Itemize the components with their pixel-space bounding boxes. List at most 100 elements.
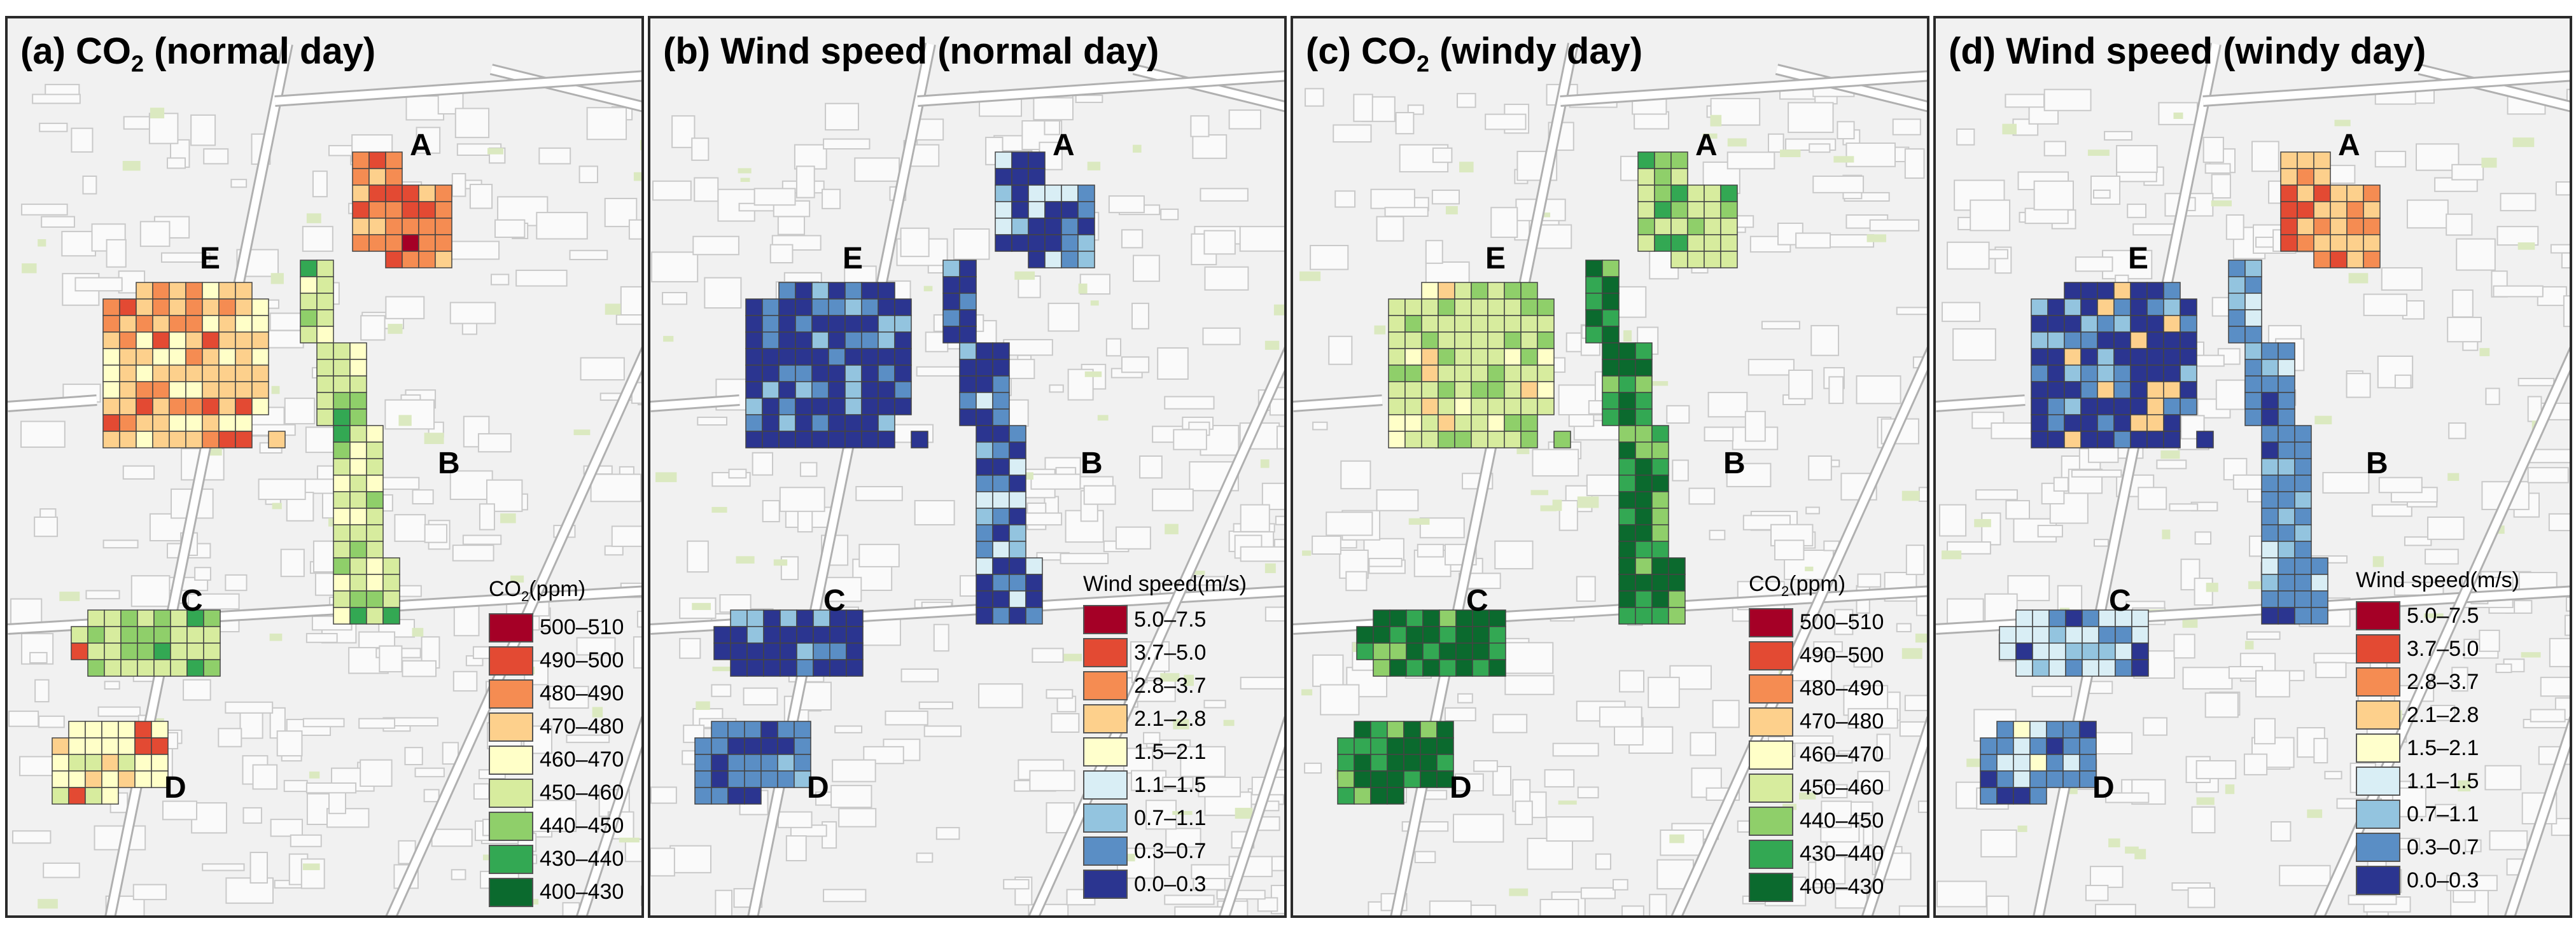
grid-cell — [1635, 574, 1653, 592]
grid-cell — [828, 315, 846, 333]
grid-cell — [1537, 364, 1555, 382]
grid-cell — [153, 642, 171, 660]
grid-cell — [119, 414, 137, 432]
grid-cell — [2082, 626, 2099, 644]
grid-cell — [2047, 364, 2065, 382]
legend-label: 1.1–1.5 — [2407, 768, 2479, 793]
grid-cell — [1488, 642, 1506, 660]
grid-cell — [2163, 282, 2181, 300]
grid-cell — [87, 659, 105, 677]
grid-cell — [186, 642, 204, 660]
grid-cell — [1438, 282, 1455, 300]
grid-cell — [959, 342, 977, 360]
grid-cell — [1670, 251, 1688, 268]
grid-cell — [1504, 282, 1522, 300]
grid-cell — [1438, 381, 1455, 399]
grid-cell — [2146, 282, 2164, 300]
zone-label-c: C — [181, 584, 203, 618]
legend-swatch — [489, 613, 533, 642]
grid-cell — [2163, 398, 2181, 415]
grid-cell — [203, 642, 221, 660]
grid-cell — [101, 787, 119, 805]
grid-zone-c — [1999, 609, 2149, 677]
grid-cell — [2131, 609, 2149, 627]
grid-cell — [745, 414, 763, 432]
grid-cell — [2163, 381, 2181, 399]
grid-cell — [878, 282, 895, 300]
grid-cell — [2244, 392, 2262, 410]
grid-cell — [235, 431, 253, 448]
grid-cell — [1061, 218, 1079, 235]
grid-cell — [169, 331, 186, 349]
grid-zone-a — [2280, 151, 2381, 268]
grid-cell — [844, 381, 862, 399]
grid-cell — [137, 609, 155, 627]
grid-cell — [333, 574, 351, 592]
grid-cell — [1668, 557, 1686, 575]
grid-cell — [1488, 609, 1506, 627]
grid-zone-e — [102, 282, 286, 448]
grid-cell — [1403, 754, 1421, 772]
grid-cell — [861, 315, 879, 333]
legend-row: 430–440 — [1749, 838, 1884, 871]
grid-cell — [1389, 642, 1407, 660]
grid-cell — [349, 557, 367, 575]
grid-cell — [151, 770, 169, 788]
grid-cell — [2031, 298, 2048, 316]
grid-cell — [1635, 375, 1653, 393]
grid-cell — [1635, 541, 1653, 559]
grid-cell — [2311, 557, 2328, 575]
legend-swatch — [2356, 733, 2400, 763]
grid-cell — [1337, 737, 1355, 755]
grid-cell — [1438, 331, 1455, 349]
grid-zone-d — [1980, 721, 2097, 805]
grid-cell — [2047, 414, 2065, 432]
grid-cell — [2098, 626, 2116, 644]
grid-cell — [2311, 590, 2328, 608]
grid-cell — [762, 298, 780, 316]
legend-swatch — [1083, 671, 1128, 700]
grid-cell — [2180, 381, 2197, 399]
grid-cell — [316, 326, 334, 344]
grid-cell — [87, 609, 105, 627]
grid-cell — [959, 408, 977, 426]
grid-cell — [762, 348, 780, 366]
grid-cell — [780, 659, 797, 677]
legend-row: 2.1–2.8 — [2356, 698, 2519, 732]
grid-cell — [730, 609, 748, 627]
grid-cell — [959, 260, 977, 277]
grid-cell — [2064, 364, 2082, 382]
grid-cell — [352, 218, 370, 235]
grid-cell — [861, 348, 879, 366]
map-canvas — [1293, 18, 1927, 915]
grid-cell — [2163, 431, 2181, 448]
grid-cell — [2294, 475, 2312, 492]
grid-cell — [1635, 508, 1653, 525]
grid-cell — [1061, 251, 1079, 268]
grid-cell — [169, 315, 186, 333]
grid-cell — [2064, 414, 2082, 432]
grid-cell — [1537, 348, 1555, 366]
grid-cell — [1635, 590, 1653, 608]
grid-zone-c — [71, 609, 221, 677]
grid-cell — [2080, 364, 2098, 382]
grid-cell — [2278, 607, 2295, 625]
grid-cell — [1996, 737, 2014, 755]
zone-label-b: B — [438, 447, 460, 480]
grid-cell — [2313, 251, 2331, 268]
grid-cell — [169, 282, 186, 300]
grid-cell — [1487, 282, 1505, 300]
grid-cell — [119, 381, 137, 399]
grid-cell — [1454, 381, 1472, 399]
grid-cell — [2163, 315, 2181, 333]
grid-cell — [746, 609, 764, 627]
grid-cell — [828, 414, 846, 432]
grid-cell — [1487, 414, 1505, 432]
grid-cell — [1373, 642, 1390, 660]
grid-cell — [762, 364, 780, 382]
grid-cell — [976, 607, 993, 625]
grid-cell — [251, 315, 269, 333]
grid-cell — [2046, 737, 2064, 755]
grid-cell — [382, 590, 400, 608]
panel-title: (a) CO2 (normal day) — [20, 31, 376, 77]
